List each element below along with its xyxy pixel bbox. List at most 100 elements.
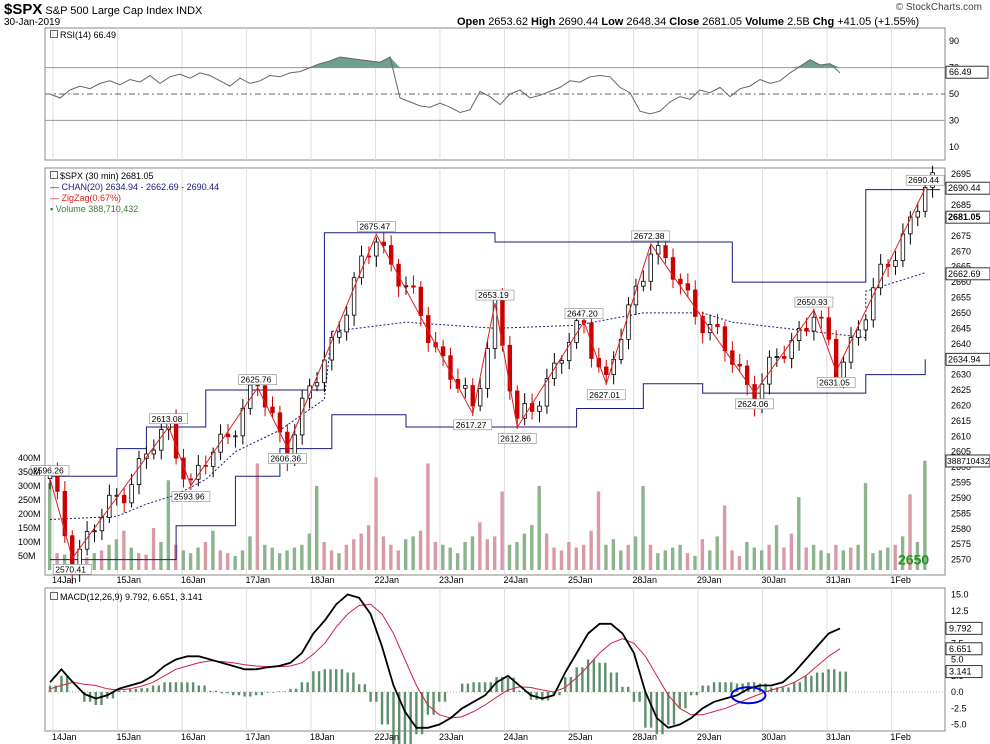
volume-bar xyxy=(315,485,319,570)
macd-histogram-bar xyxy=(506,677,510,692)
volume-tick-label: 300M xyxy=(18,481,41,491)
macd-histogram-bar xyxy=(712,682,716,692)
macd-histogram-bar xyxy=(667,692,670,725)
price-tick-label: 2575 xyxy=(951,539,971,549)
macd-histogram-bar xyxy=(277,691,281,692)
volume-bar xyxy=(574,547,578,570)
volume-bar xyxy=(700,539,705,570)
macd-histogram-bar xyxy=(409,692,412,744)
candle-body xyxy=(722,326,728,352)
volume-tick-label: 200M xyxy=(18,509,41,519)
zigzag-label-text: 2612.86 xyxy=(500,433,531,443)
zigzag-label-box xyxy=(238,374,277,385)
macd-histogram-bar xyxy=(226,692,229,694)
candle-body xyxy=(715,323,720,328)
macd-histogram-bar xyxy=(340,669,344,692)
volume-bar xyxy=(322,541,326,570)
price-tick-label: 2685 xyxy=(951,200,971,210)
macd-histogram-bar xyxy=(661,692,664,735)
macd-histogram-bar xyxy=(369,692,372,702)
macd-histogram-bar xyxy=(758,683,762,692)
macd-histogram-bar xyxy=(541,692,544,701)
price-tick-label: 2670 xyxy=(951,246,971,256)
macd-histogram-bar xyxy=(323,669,326,692)
macd-histogram-bar xyxy=(581,667,584,692)
rsi-line xyxy=(49,56,841,115)
zigzag-label-box xyxy=(475,289,515,301)
macd-histogram-bar xyxy=(621,686,624,692)
zigzag-label: 2631.05 xyxy=(816,377,856,388)
zigzag-label-box xyxy=(631,230,671,242)
price-tick-label: 2620 xyxy=(951,400,971,410)
candle-body xyxy=(381,241,386,246)
macd-histogram-bar xyxy=(489,682,492,692)
panel-frame-2 xyxy=(44,587,946,732)
candle-body xyxy=(255,384,260,387)
macd-histogram-bar xyxy=(438,692,441,702)
macd-histogram-bar xyxy=(764,683,767,692)
candle-body xyxy=(767,356,772,385)
volume-bar xyxy=(307,533,311,570)
macd-histogram-bar xyxy=(169,682,172,692)
chart-header: $SPX S&P 500 Large Cap Index INDX xyxy=(4,1,202,18)
macd-tag xyxy=(945,642,983,656)
candle-body xyxy=(507,344,513,392)
candle-body xyxy=(477,388,483,407)
x-tick-label: 29Jan xyxy=(697,575,722,585)
price-tag xyxy=(945,267,990,281)
candle-body xyxy=(811,316,817,332)
candle-body xyxy=(240,407,246,437)
macd-histogram-bar xyxy=(300,682,304,692)
volume-bar xyxy=(797,497,801,570)
price-tick-label: 2595 xyxy=(951,478,971,488)
zigzag-label-text: 2631.05 xyxy=(819,377,850,387)
macd-histogram-bar xyxy=(186,682,189,692)
candle-body xyxy=(314,382,320,387)
volume-bar xyxy=(374,477,378,570)
volume-bar xyxy=(752,547,756,570)
price-tick-label: 2665 xyxy=(951,262,971,272)
macd-histogram-bar xyxy=(329,669,332,692)
volume-bar xyxy=(596,491,601,570)
volume-bar xyxy=(292,547,297,570)
legend-volume-text: Volume 388,710,432 xyxy=(55,204,139,214)
candle-body xyxy=(299,397,305,436)
macd-histogram-bar xyxy=(231,692,235,696)
rsi-value-tag-text: 66.49 xyxy=(949,67,972,77)
candle-body xyxy=(337,331,342,338)
volume-bar xyxy=(819,550,823,570)
candle-body xyxy=(863,319,869,331)
volume-bar xyxy=(55,553,59,570)
macd-histogram-bar xyxy=(655,692,659,735)
high-value: 2690.44 xyxy=(558,16,599,28)
macd-histogram-bar xyxy=(678,692,681,709)
candle-body xyxy=(144,453,149,460)
volume-bar xyxy=(470,536,475,570)
candle-body xyxy=(589,322,594,359)
rsi-legend-text: RSI(14) 66.49 xyxy=(60,30,117,40)
x-tick-label-bottom: 24Jan xyxy=(503,732,528,742)
macd-histogram-bar xyxy=(197,685,201,692)
macd-histogram-bar xyxy=(609,672,613,692)
macd-histogram-bar xyxy=(335,669,338,692)
candle-body xyxy=(411,285,416,288)
volume-bar xyxy=(352,539,356,570)
volume-bar xyxy=(826,553,831,570)
x-tick-label: 17Jan xyxy=(245,575,270,585)
volume-bar xyxy=(455,553,460,570)
volume-bar xyxy=(893,544,897,570)
zigzag-label-box xyxy=(497,433,537,444)
rsi-value-tag xyxy=(945,65,989,79)
volume-bar xyxy=(507,544,512,570)
candle-body xyxy=(685,283,691,291)
open-value: 2653.62 xyxy=(488,16,528,28)
macd-histogram-bar xyxy=(787,687,790,692)
macd-legend: MACD(12,26,9) 9.792, 6.651, 3.141 xyxy=(50,592,203,603)
candle-body xyxy=(574,320,579,343)
macd-histogram-bar xyxy=(420,692,424,735)
price-legend: $SPX (30 min) 2681.05 — CHAN(20) 2634.94… xyxy=(50,171,219,215)
volume-bar xyxy=(656,553,660,570)
x-tick-label-bottom: 31Jan xyxy=(826,732,851,742)
zigzag-label: 2613.08 xyxy=(149,413,188,425)
macd-histogram-bar xyxy=(483,682,487,692)
